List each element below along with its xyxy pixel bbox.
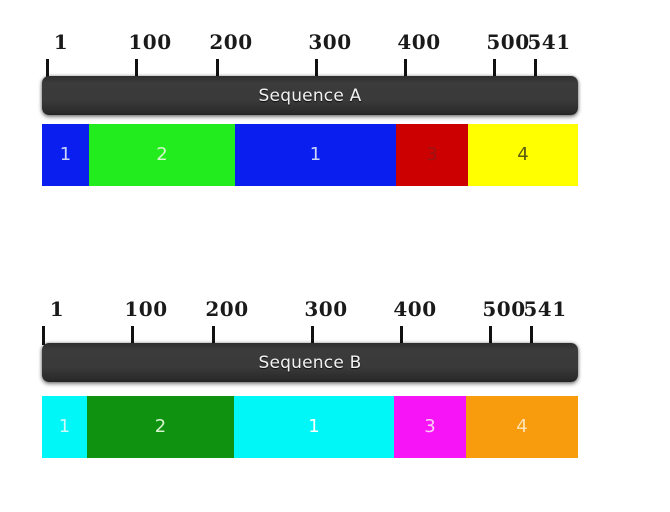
sequence-title-label: Sequence A	[258, 85, 362, 106]
domain-segment-label: 1	[308, 416, 320, 437]
domain-segment-label: 1	[59, 144, 72, 165]
ruler-tick	[46, 59, 49, 78]
ruler-label: 541	[527, 30, 571, 54]
domain-segment[interactable]: 4	[468, 124, 578, 186]
ruler-tick	[315, 59, 318, 78]
domain-bar-sequence-b: 1 2 1 3 4	[42, 396, 578, 458]
domain-segment-label: 4	[517, 144, 529, 165]
ruler-tick	[493, 59, 496, 78]
domain-segment-label: 4	[516, 416, 528, 437]
domain-segment-label: 3	[424, 416, 436, 437]
domain-segment-label: 1	[58, 416, 71, 437]
ruler-tick	[216, 59, 219, 78]
ruler-sequence-a: 1 100 200 300 400 500 541	[0, 0, 670, 78]
domain-segment-label: 1	[309, 144, 322, 165]
ruler-label: 500	[482, 297, 526, 321]
ruler-tick	[404, 59, 407, 78]
ruler-sequence-b: 1 100 200 300 400 500 541	[0, 0, 670, 345]
ruler-tick	[489, 326, 492, 345]
ruler-label: 500	[486, 30, 530, 54]
domain-segment[interactable]: 2	[89, 124, 235, 186]
domain-segment[interactable]: 3	[396, 124, 468, 186]
domain-segment[interactable]: 2	[87, 396, 234, 458]
domain-segment-label: 2	[156, 144, 168, 165]
ruler-tick	[131, 326, 134, 345]
domain-segment-label: 3	[426, 144, 438, 165]
domain-segment[interactable]: 3	[394, 396, 466, 458]
ruler-label: 400	[393, 297, 437, 321]
ruler-tick	[135, 59, 138, 78]
ruler-label: 200	[205, 297, 249, 321]
ruler-label: 100	[128, 30, 172, 54]
domain-segment-label: 2	[154, 416, 167, 437]
ruler-label: 100	[124, 297, 168, 321]
ruler-label: 1	[53, 30, 69, 54]
sequence-title-bar-sequence-b[interactable]: Sequence B	[42, 343, 578, 382]
ruler-label: 200	[209, 30, 253, 54]
ruler-label: 300	[304, 297, 348, 321]
domain-segment[interactable]: 4	[466, 396, 578, 458]
domain-bar-sequence-a: 1 2 1 3 4	[42, 124, 578, 186]
ruler-tick	[212, 326, 215, 345]
domain-segment[interactable]: 1	[42, 124, 89, 186]
domain-segment[interactable]: 1	[234, 396, 394, 458]
ruler-label: 400	[397, 30, 441, 54]
ruler-tick	[400, 326, 403, 345]
sequence-title-label: Sequence B	[258, 352, 362, 373]
sequence-title-bar-sequence-a[interactable]: Sequence A	[42, 76, 578, 115]
ruler-label: 1	[49, 297, 65, 321]
domain-segment[interactable]: 1	[42, 396, 87, 458]
domain-segment[interactable]: 1	[235, 124, 396, 186]
ruler-label: 541	[523, 297, 567, 321]
ruler-tick	[534, 59, 537, 78]
ruler-tick	[530, 326, 533, 345]
ruler-tick	[42, 326, 45, 345]
ruler-label: 300	[308, 30, 352, 54]
ruler-tick	[311, 326, 314, 345]
